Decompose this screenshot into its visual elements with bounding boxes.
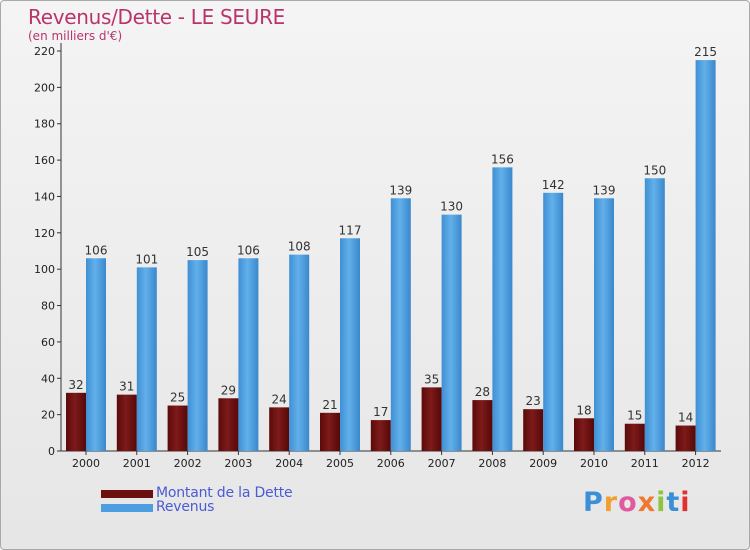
data-label-debt-2003: 29 [221, 383, 236, 397]
data-label-debt-2008: 28 [475, 385, 490, 399]
bar-revenue-2003 [238, 258, 259, 451]
data-label-revenue-2012: 215 [694, 45, 717, 59]
data-label-revenue-2001: 101 [135, 252, 158, 266]
legend-label-debt: Montant de la Dette [156, 485, 293, 501]
bar-debt-2010 [574, 418, 594, 451]
x-tick-label: 2007 [428, 457, 456, 470]
data-label-debt-2000: 32 [68, 378, 83, 392]
y-tick-label: 140 [34, 190, 55, 203]
data-label-debt-2005: 21 [322, 398, 337, 412]
x-tick-label: 2008 [478, 457, 506, 470]
bar-debt-2006 [370, 420, 391, 451]
y-tick-label: 100 [34, 263, 55, 276]
x-tick-label: 2005 [326, 457, 354, 470]
data-label-debt-2004: 24 [272, 392, 287, 406]
x-tick-label: 2004 [275, 457, 303, 470]
bar-revenue-2009 [543, 192, 564, 451]
bar-revenue-2008 [492, 167, 513, 451]
legend-label-revenue: Revenus [156, 499, 215, 515]
x-tick-label: 2012 [682, 457, 710, 470]
data-label-debt-2012: 14 [678, 411, 693, 425]
bar-revenue-2012 [695, 60, 716, 451]
y-tick-label: 60 [41, 336, 55, 349]
chart-subtitle: (en milliers d'€) [28, 29, 123, 43]
legend-swatch-revenue [101, 504, 153, 512]
data-label-revenue-2006: 139 [389, 183, 412, 197]
data-label-revenue-2000: 106 [85, 243, 108, 257]
logo-letter: t [666, 487, 681, 518]
bars: 32 106 31 101 25 105 29 106 24 108 21 117 17 139 35 130… [66, 45, 717, 452]
bar-debt-2012 [675, 425, 696, 451]
y-tick-label: 220 [34, 45, 55, 58]
bar-debt-2009 [523, 409, 544, 451]
x-tick-label: 2001 [123, 457, 151, 470]
y-tick-label: 160 [34, 154, 55, 167]
data-label-debt-2002: 25 [170, 391, 185, 405]
x-tick-label: 2006 [377, 457, 405, 470]
x-tick-label: 2009 [529, 457, 557, 470]
x-tick-label: 2011 [631, 457, 659, 470]
bar-revenue-2006 [390, 198, 411, 451]
data-label-debt-2009: 23 [526, 394, 541, 408]
x-tick-label: 2000 [72, 457, 100, 470]
data-label-debt-2001: 31 [119, 380, 134, 394]
bar-revenue-2005 [340, 238, 360, 451]
data-label-revenue-2011: 150 [643, 163, 666, 177]
chart-title: Revenus/Dette - LE SEURE [28, 5, 286, 29]
y-tick-label: 40 [41, 372, 55, 385]
bar-debt-2008 [472, 400, 493, 451]
axes: 0 20 40 60 80 100 120 140 160 180 200 220 2000 2001 20… [34, 43, 721, 470]
data-label-revenue-2008: 156 [491, 152, 514, 166]
bar-debt-2003 [218, 398, 239, 451]
data-label-debt-2011: 15 [627, 409, 642, 423]
data-label-revenue-2002: 105 [186, 245, 209, 259]
data-label-revenue-2004: 108 [288, 240, 311, 254]
data-label-revenue-2003: 106 [237, 243, 260, 257]
y-tick-label: 20 [41, 409, 55, 422]
bar-debt-2001 [116, 394, 137, 451]
bar-debt-2011 [624, 423, 645, 451]
logo-letter: P [583, 487, 604, 518]
y-tick-label: 180 [34, 118, 55, 131]
x-tick-label: 2010 [580, 457, 608, 470]
data-label-revenue-2009: 142 [542, 178, 565, 192]
x-tick-label: 2002 [174, 457, 202, 470]
bar-revenue-2011 [644, 178, 665, 452]
x-tick-label: 2003 [224, 457, 252, 470]
data-label-revenue-2010: 139 [593, 183, 616, 197]
bar-revenue-2010 [594, 198, 614, 451]
y-tick-label: 120 [34, 227, 55, 240]
y-tick-label: 200 [34, 81, 55, 94]
y-tick-label: 0 [48, 445, 55, 458]
bar-debt-2004 [269, 407, 290, 451]
proxiti-logo: Proxiti [583, 487, 691, 518]
data-label-debt-2006: 17 [373, 405, 388, 419]
bar-revenue-2007 [441, 214, 462, 451]
bar-debt-2000 [66, 392, 86, 451]
bar-revenue-2000 [86, 258, 106, 451]
bar-revenue-2001 [136, 267, 157, 451]
logo-letter: i [680, 487, 691, 518]
data-label-revenue-2005: 117 [339, 223, 362, 237]
data-label-revenue-2007: 130 [440, 200, 463, 214]
bar-debt-2002 [167, 405, 188, 451]
logo-letter: i [656, 487, 667, 518]
logo-letter: o [618, 487, 638, 518]
bar-revenue-2004 [289, 254, 310, 451]
legend-swatch-debt [101, 490, 153, 498]
bar-debt-2007 [421, 387, 442, 451]
data-label-debt-2010: 18 [576, 403, 591, 417]
y-tick-label: 80 [41, 300, 55, 313]
data-label-debt-2007: 35 [424, 372, 439, 386]
bar-debt-2005 [320, 412, 340, 451]
logo-letter: r [603, 487, 619, 518]
logo-letter: x [637, 487, 657, 518]
bar-revenue-2002 [187, 260, 208, 451]
